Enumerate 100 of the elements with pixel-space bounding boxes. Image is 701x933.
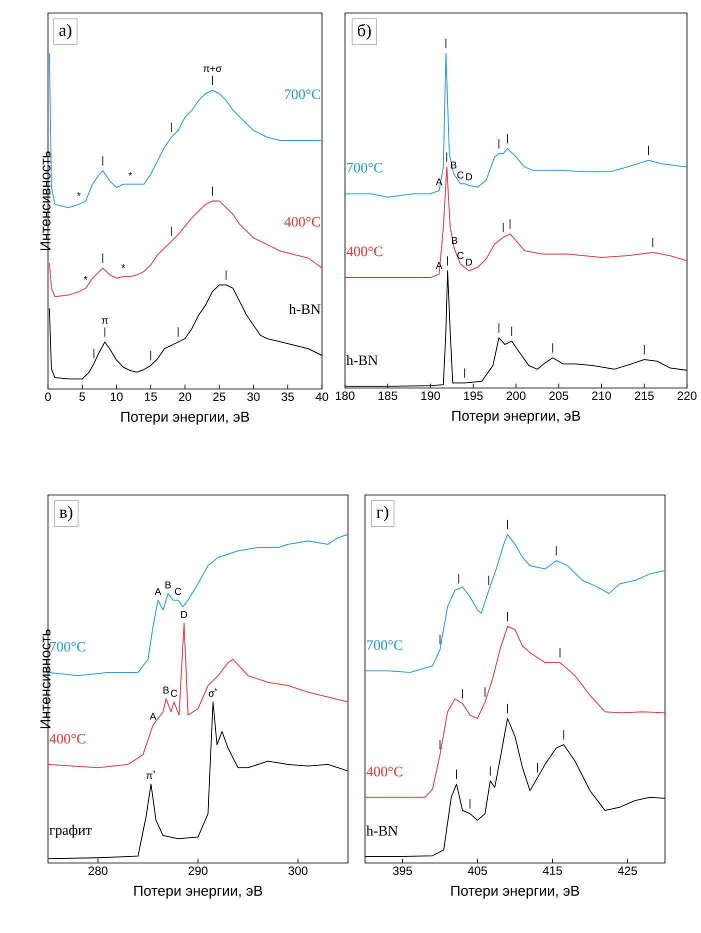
x-tick-label: 25 bbox=[213, 392, 226, 401]
annotation: | bbox=[102, 254, 104, 263]
annotation: | bbox=[212, 186, 213, 196]
x-tick-label: 300 bbox=[288, 866, 308, 875]
annotation: | bbox=[456, 770, 457, 779]
annotation: | bbox=[563, 730, 564, 740]
x-tick-label: 15 bbox=[145, 392, 157, 401]
x-axis-title: Потери энергии, эВ bbox=[451, 886, 580, 899]
annotation: | bbox=[170, 122, 172, 132]
annotation: D bbox=[466, 173, 472, 180]
annotation: * bbox=[84, 276, 88, 280]
text: б) bbox=[358, 24, 371, 40]
annotation: | bbox=[178, 327, 179, 337]
x-tick-label: 20 bbox=[178, 392, 192, 401]
annotation: | bbox=[104, 327, 106, 337]
series-label: 700°C bbox=[50, 642, 86, 652]
x-tick-label: 200 bbox=[506, 392, 526, 400]
annotation: | bbox=[458, 574, 460, 584]
text: 700°C bbox=[284, 89, 320, 100]
annotation: | bbox=[507, 134, 508, 144]
annotation: | bbox=[511, 326, 512, 336]
annotation: | bbox=[102, 156, 104, 166]
annotation: | bbox=[507, 704, 508, 714]
text: h-BN bbox=[289, 304, 320, 314]
annotation: | bbox=[93, 348, 94, 358]
x-tick-label: 215 bbox=[634, 392, 654, 400]
annotation: A bbox=[150, 712, 156, 720]
x-axis-title: Потери энергии, эВ bbox=[452, 410, 580, 424]
annotation: | bbox=[445, 38, 446, 48]
x-tick-label: 40 bbox=[316, 392, 328, 401]
x-tick-label: 5 bbox=[79, 392, 86, 401]
annotation: | bbox=[490, 766, 491, 776]
annotation: | bbox=[498, 323, 500, 333]
annotation: σ$^{*}$ bbox=[208, 688, 218, 697]
annotation: | bbox=[484, 687, 486, 697]
y-axis-title: Интенсивность bbox=[40, 151, 50, 250]
x-tick-label: 0 bbox=[45, 392, 51, 401]
x-tick-label: 180 bbox=[336, 392, 355, 400]
annotation: | bbox=[447, 256, 448, 266]
annotation: C bbox=[457, 172, 464, 179]
annotation: C bbox=[170, 690, 178, 697]
x-tick-label: 280 bbox=[88, 866, 108, 875]
annotation: C bbox=[174, 588, 182, 595]
annotation: A bbox=[154, 588, 162, 595]
x-tick-label: 205 bbox=[549, 392, 568, 400]
x-tick-label: 395 bbox=[392, 866, 412, 875]
text: г) bbox=[376, 506, 388, 522]
annotation: π bbox=[102, 318, 108, 324]
series-label: h-BN bbox=[366, 826, 398, 836]
text: а) bbox=[59, 24, 72, 40]
annotation: | bbox=[652, 238, 654, 248]
annotation: | bbox=[502, 222, 504, 232]
annotation: | bbox=[446, 152, 448, 162]
x-tick-label: 405 bbox=[468, 866, 487, 875]
x-tick-label: 190 bbox=[421, 392, 440, 400]
annotation: | bbox=[556, 546, 557, 556]
annotation: | bbox=[537, 763, 538, 772]
x-tick-label: 415 bbox=[542, 866, 562, 875]
x-tick-label: 30 bbox=[247, 392, 260, 401]
annotation: * bbox=[122, 264, 126, 268]
annotation: * bbox=[128, 172, 132, 176]
annotation: | bbox=[644, 345, 645, 354]
series-label: 700°C bbox=[347, 162, 382, 173]
annotation: | bbox=[507, 520, 508, 530]
annotation: | bbox=[462, 689, 463, 698]
annotation: | bbox=[212, 76, 213, 86]
series-label: 700°C bbox=[367, 640, 402, 650]
x-tick-label: 425 bbox=[618, 866, 637, 875]
x-tick-label: 10 bbox=[110, 392, 123, 401]
annotation: | bbox=[552, 343, 554, 353]
annotation: C bbox=[457, 252, 464, 259]
annotation: D bbox=[181, 611, 188, 618]
x-tick-label: 210 bbox=[592, 392, 612, 400]
x-tick-label: 185 bbox=[378, 392, 398, 400]
annotation: | bbox=[507, 612, 508, 622]
x-tick-label: 35 bbox=[282, 392, 294, 401]
annotation: B bbox=[165, 582, 171, 588]
series-label: 400°C bbox=[366, 766, 402, 776]
series-label: 400°C bbox=[346, 246, 382, 256]
annotation: | bbox=[150, 350, 152, 360]
annotation: | bbox=[488, 576, 490, 586]
annotation: | bbox=[498, 139, 500, 148]
x-axis-title: Потери энергии, эВ bbox=[121, 412, 250, 425]
annotation: D bbox=[466, 258, 472, 266]
annotation: | bbox=[170, 226, 172, 236]
x-tick-label: 195 bbox=[464, 392, 483, 400]
y-axis-title: Интенсивность bbox=[40, 629, 50, 728]
annotation: π+σ bbox=[203, 66, 222, 72]
x-axis-title: Потери энергии, эВ bbox=[134, 886, 262, 899]
series-label: графит bbox=[49, 824, 92, 838]
annotation: * bbox=[77, 192, 81, 196]
series-label: 400°C bbox=[284, 216, 320, 227]
annotation: | bbox=[648, 146, 649, 156]
annotation: | bbox=[464, 368, 466, 378]
text: в) bbox=[60, 506, 72, 522]
x-tick-label: 220 bbox=[678, 392, 697, 400]
annotation: π$^{*}$ bbox=[146, 770, 156, 779]
x-tick-label: 290 bbox=[188, 866, 208, 875]
annotation: | bbox=[226, 270, 227, 280]
series-label: h-BN bbox=[346, 355, 378, 366]
